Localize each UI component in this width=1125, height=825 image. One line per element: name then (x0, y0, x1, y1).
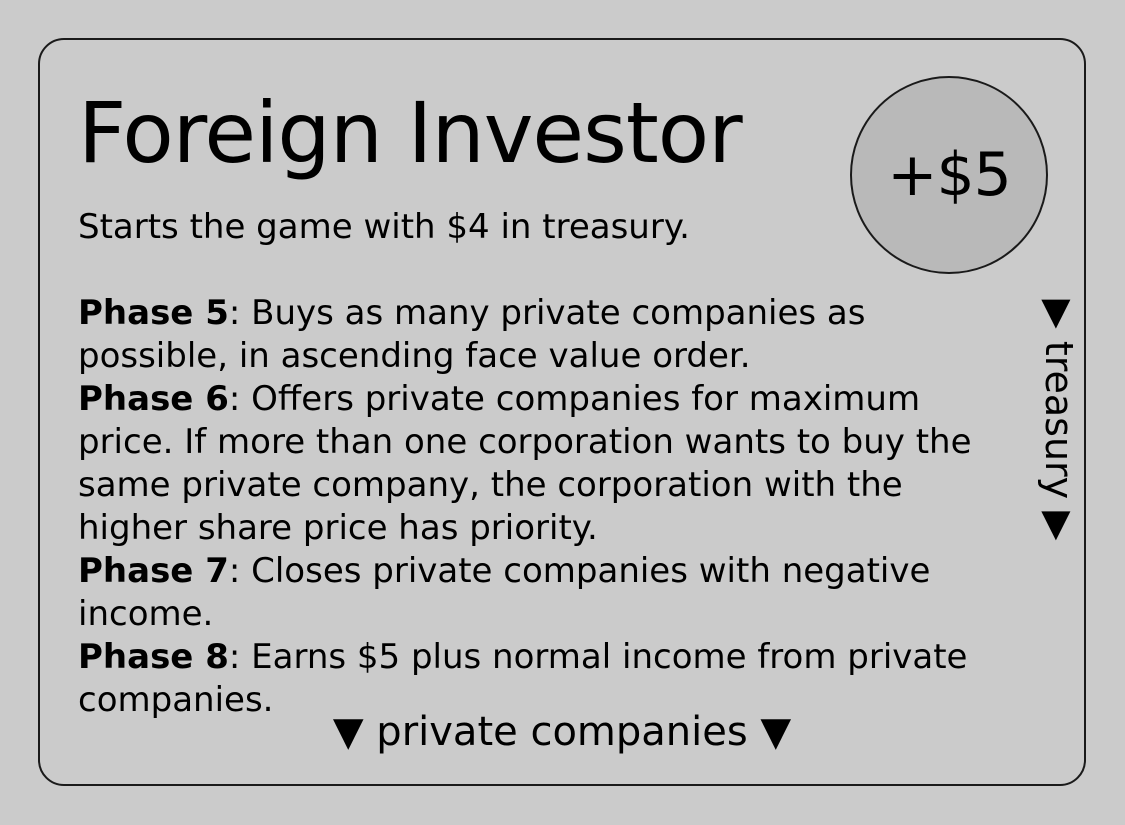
phase-rule-continuation: same private company, the corporation wi… (78, 464, 1008, 507)
phase-text-line: : Buys as many private companies as (228, 293, 866, 333)
phase-text-line: same private company, the corporation wi… (78, 465, 903, 505)
phase-text-line: companies. (78, 680, 274, 720)
phase-rule: Phase 8: Earns $5 plus normal income fro… (78, 636, 1008, 679)
card-intro: Starts the game with $4 in treasury. (78, 207, 690, 247)
phase-rule-continuation: price. If more than one corporation want… (78, 421, 1008, 464)
phase-rule-continuation: companies. (78, 679, 1008, 722)
phase-name: Phase 5 (78, 293, 229, 333)
phase-text-line: : Offers private companies for maximum (228, 379, 921, 419)
phase-rule-continuation: higher share price has priority. (78, 507, 1008, 550)
phase-rules: Phase 5: Buys as many private companies … (78, 292, 1008, 722)
phase-text-line: : Earns $5 plus normal income from priva… (228, 637, 968, 677)
card-title: Foreign Investor (78, 84, 743, 182)
phase-name: Phase 7 (78, 551, 229, 591)
phase-text-line: : Closes private companies with negative (228, 551, 931, 591)
phase-name: Phase 6 (78, 379, 229, 419)
income-badge: +$5 (850, 76, 1048, 274)
treasury-side-label: ▶ treasury ▶ (1032, 282, 1086, 558)
phase-text-line: price. If more than one corporation want… (78, 422, 972, 462)
company-card: Foreign Investor +$5 Starts the game wit… (38, 38, 1086, 786)
phase-rule-continuation: possible, in ascending face value order. (78, 335, 1008, 378)
phase-text-line: higher share price has priority. (78, 508, 598, 548)
phase-rule: Phase 7: Closes private companies with n… (78, 550, 1008, 593)
treasury-label-text: ▶ treasury ▶ (1037, 299, 1081, 541)
private-companies-label: ▼ private companies ▼ (332, 709, 792, 755)
phase-rule: Phase 6: Offers private companies for ma… (78, 378, 1008, 421)
phase-rule-continuation: income. (78, 593, 1008, 636)
phase-name: Phase 8 (78, 637, 229, 677)
phase-rule: Phase 5: Buys as many private companies … (78, 292, 1008, 335)
phase-text-line: income. (78, 594, 214, 634)
phase-text-line: possible, in ascending face value order. (78, 336, 751, 376)
